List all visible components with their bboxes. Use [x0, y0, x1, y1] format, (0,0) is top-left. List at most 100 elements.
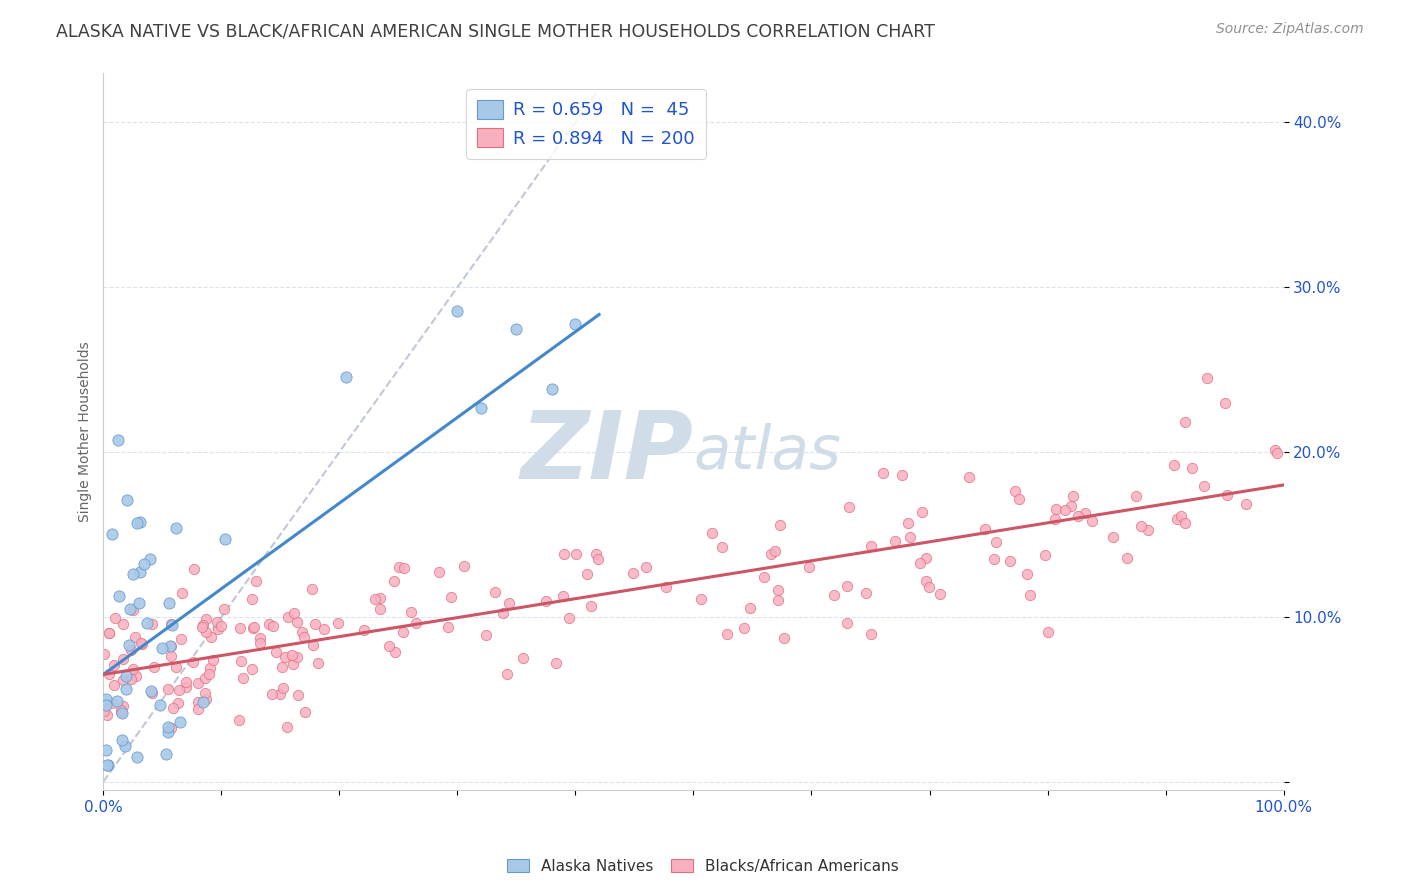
Point — [122, 662, 145, 676]
Point — [160, 640, 183, 654]
Point — [655, 580, 678, 594]
Point — [564, 547, 586, 561]
Text: atlas: atlas — [693, 424, 841, 483]
Point — [1216, 488, 1239, 502]
Point — [96, 692, 118, 706]
Point — [285, 615, 308, 629]
Point — [228, 714, 250, 728]
Point — [835, 615, 858, 630]
Point — [1067, 509, 1090, 524]
Point — [534, 593, 557, 607]
Point — [98, 625, 121, 640]
Point — [167, 682, 190, 697]
Point — [162, 701, 184, 715]
Point — [131, 637, 153, 651]
Point — [761, 548, 783, 562]
Point — [983, 551, 1005, 566]
Point — [382, 574, 405, 589]
Point — [245, 574, 267, 588]
Point — [558, 610, 581, 624]
Point — [100, 696, 122, 710]
Point — [200, 630, 222, 644]
Point — [149, 698, 172, 713]
Point — [201, 652, 224, 666]
Point — [1054, 503, 1077, 517]
Point — [240, 591, 263, 606]
Point — [292, 630, 315, 644]
Point — [838, 500, 860, 515]
Point — [117, 492, 139, 507]
Point — [165, 521, 187, 535]
Point — [93, 647, 115, 661]
Point — [1130, 519, 1153, 533]
Point — [368, 591, 391, 605]
Point — [1174, 516, 1197, 530]
Point — [440, 590, 463, 604]
Point — [453, 558, 475, 573]
Point — [585, 547, 607, 561]
Point — [97, 625, 120, 640]
Point — [1174, 416, 1197, 430]
Point — [129, 515, 152, 529]
Point — [986, 534, 1008, 549]
Point — [890, 468, 912, 483]
Point — [160, 617, 183, 632]
Text: ZIP: ZIP — [520, 407, 693, 499]
Point — [1015, 567, 1038, 582]
Point — [143, 660, 166, 674]
Point — [111, 617, 134, 632]
Point — [914, 551, 936, 566]
Point — [872, 466, 894, 480]
Point — [98, 667, 121, 681]
Point — [276, 720, 298, 734]
Text: Source: ZipAtlas.com: Source: ZipAtlas.com — [1216, 22, 1364, 37]
Point — [166, 660, 188, 674]
Point — [287, 688, 309, 702]
Point — [505, 321, 527, 335]
Point — [1019, 588, 1042, 602]
Point — [135, 616, 157, 631]
Point — [249, 632, 271, 646]
Point — [364, 591, 387, 606]
Point — [576, 566, 599, 581]
Point — [115, 681, 138, 696]
Point — [191, 619, 214, 633]
Point — [498, 596, 520, 610]
Point — [475, 628, 498, 642]
Point — [1045, 501, 1067, 516]
Point — [110, 703, 132, 717]
Point — [111, 706, 134, 721]
Point — [368, 602, 391, 616]
Point — [187, 695, 209, 709]
Point — [700, 526, 723, 541]
Point — [129, 636, 152, 650]
Point — [229, 621, 252, 635]
Point — [1102, 530, 1125, 544]
Point — [740, 600, 762, 615]
Point — [301, 582, 323, 597]
Point — [280, 648, 302, 662]
Point — [544, 657, 567, 671]
Point — [240, 662, 263, 676]
Point — [170, 632, 193, 647]
Point — [553, 547, 575, 561]
Point — [1137, 523, 1160, 537]
Point — [120, 672, 142, 686]
Point — [837, 579, 859, 593]
Point — [1043, 512, 1066, 526]
Point — [304, 616, 326, 631]
Point — [484, 585, 506, 599]
Point — [1163, 458, 1185, 472]
Point — [260, 687, 283, 701]
Point — [908, 556, 931, 570]
Point — [512, 650, 534, 665]
Point — [915, 574, 938, 588]
Point — [108, 589, 131, 603]
Point — [918, 580, 941, 594]
Point — [973, 522, 995, 536]
Point — [107, 434, 129, 448]
Point — [1170, 509, 1192, 524]
Point — [264, 644, 287, 658]
Point — [384, 645, 406, 659]
Point — [766, 592, 789, 607]
